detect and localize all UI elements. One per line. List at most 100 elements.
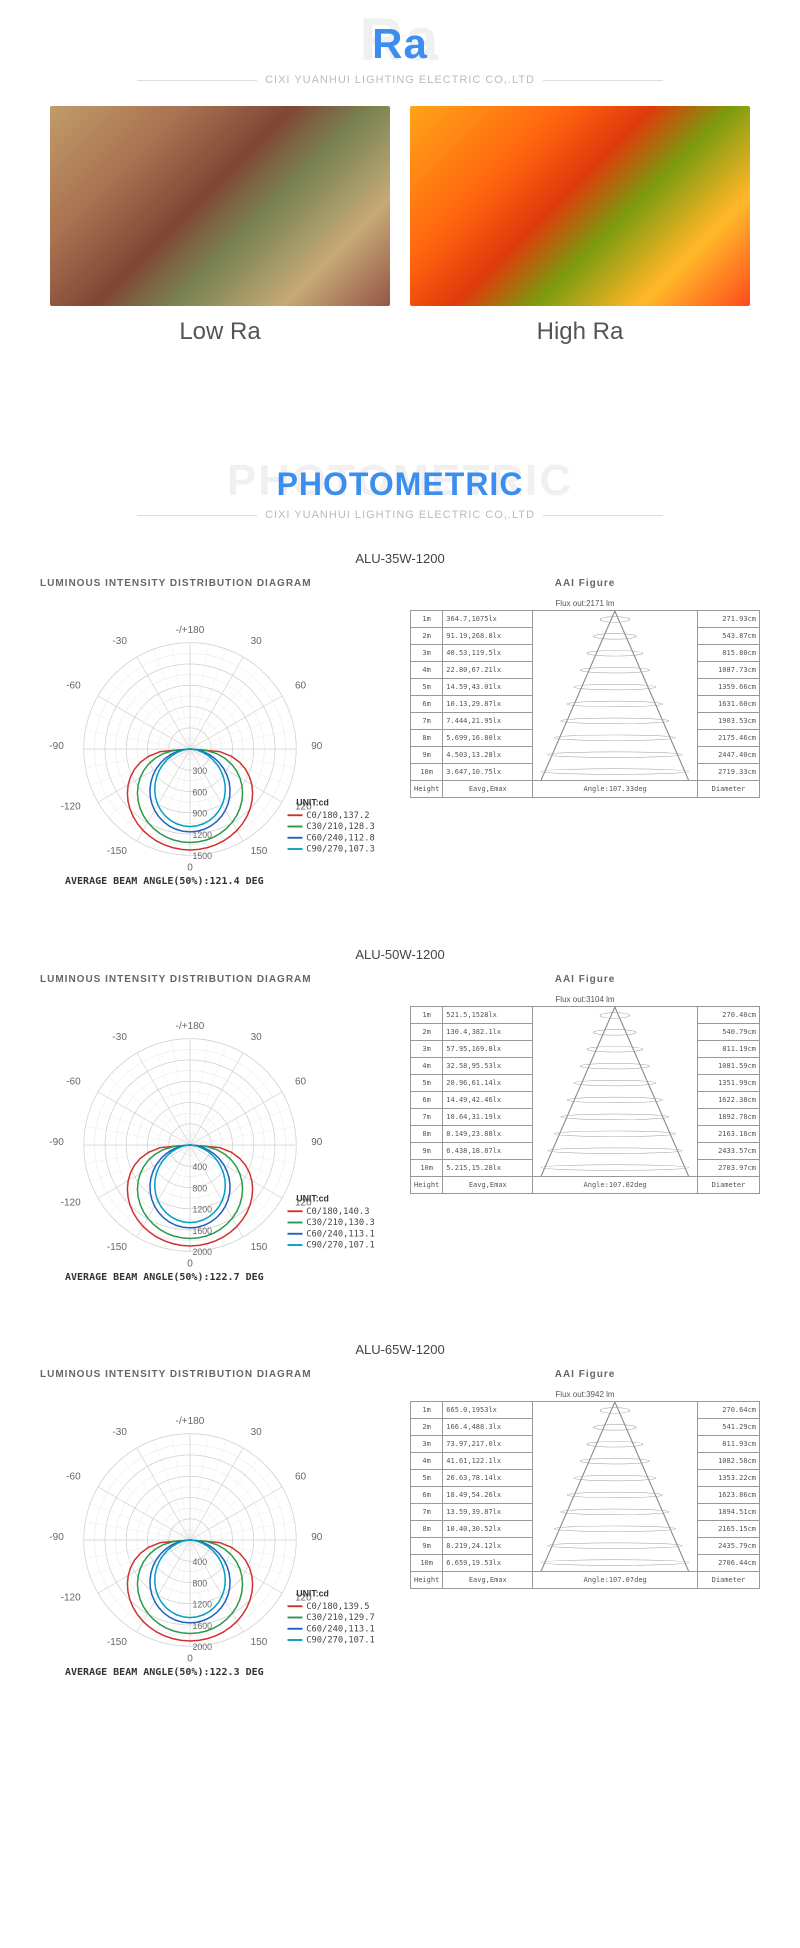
diameter-cell: 2433.57cm <box>698 1142 760 1159</box>
svg-text:C60/240,113.1: C60/240,113.1 <box>306 1229 374 1239</box>
svg-text:1600: 1600 <box>193 1621 213 1631</box>
cone-diagram <box>533 611 698 781</box>
foot-diameter: Diameter <box>698 1572 760 1589</box>
diameter-cell: 815.80cm <box>698 645 760 662</box>
diameter-cell: 540.79cm <box>698 1023 760 1040</box>
diameter-cell: 543.87cm <box>698 628 760 645</box>
high-ra-label: High Ra <box>410 318 750 346</box>
svg-text:900: 900 <box>193 809 208 819</box>
foot-angle: Angle:107.07deg <box>533 1572 698 1589</box>
svg-text:AVERAGE BEAM ANGLE(50%):122.3: AVERAGE BEAM ANGLE(50%):122.3 DEG <box>65 1667 264 1678</box>
lux-cell: 8.149,23.88lx <box>443 1125 533 1142</box>
svg-text:C0/180,139.5: C0/180,139.5 <box>306 1602 369 1612</box>
model-section: ALU-50W-1200 LUMINOUS INTENSITY DISTRIBU… <box>0 927 800 1323</box>
height-cell: 7m <box>411 1504 443 1521</box>
diameter-cell: 2719.33cm <box>698 764 760 781</box>
aai-chart-col: AAI Figure Flux out:3942 lm 1m 665.0,195… <box>410 1369 760 1708</box>
height-cell: 10m <box>411 1555 443 1572</box>
low-ra-image <box>50 106 390 306</box>
diameter-cell: 270.40cm <box>698 1006 760 1023</box>
lux-cell: 40.53,119.5lx <box>443 645 533 662</box>
diameter-cell: 1631.60cm <box>698 696 760 713</box>
svg-text:C30/210,129.7: C30/210,129.7 <box>306 1613 374 1623</box>
svg-text:-/+180: -/+180 <box>176 1416 205 1427</box>
svg-text:-150: -150 <box>107 1637 127 1648</box>
aai-table: 1m 521.5,1528lx270.40cm 2m 130.4,382.1lx… <box>410 1006 760 1194</box>
height-cell: 9m <box>411 1538 443 1555</box>
svg-text:-/+180: -/+180 <box>176 1020 205 1031</box>
table-row: 1m 665.0,1953lx270.64cm <box>411 1402 760 1419</box>
height-cell: 7m <box>411 1108 443 1125</box>
svg-text:0: 0 <box>187 1258 193 1269</box>
lux-cell: 521.5,1528lx <box>443 1006 533 1023</box>
height-cell: 4m <box>411 1057 443 1074</box>
svg-text:-90: -90 <box>49 1532 64 1543</box>
lux-cell: 41.61,122.1lx <box>443 1453 533 1470</box>
lux-cell: 20.96,61.14lx <box>443 1074 533 1091</box>
svg-text:60: 60 <box>295 1076 307 1087</box>
lux-cell: 6.438,18.87lx <box>443 1142 533 1159</box>
svg-text:C90/270,107.3: C90/270,107.3 <box>306 845 374 855</box>
lux-cell: 91.19,268.8lx <box>443 628 533 645</box>
height-cell: 6m <box>411 1487 443 1504</box>
svg-text:UNIT:cd: UNIT:cd <box>296 1588 329 1598</box>
diameter-cell: 2706.44cm <box>698 1555 760 1572</box>
diameter-cell: 270.64cm <box>698 1402 760 1419</box>
height-cell: 5m <box>411 1470 443 1487</box>
flux-label: Flux out:3942 lm <box>410 1390 760 1399</box>
lux-cell: 13.59,39.87lx <box>443 1504 533 1521</box>
svg-text:90: 90 <box>311 741 323 752</box>
svg-text:90: 90 <box>311 1137 323 1148</box>
company-name: CIXI YUANHUI LIGHTING ELECTRIC CO,.LTD <box>257 509 543 521</box>
svg-text:C90/270,107.1: C90/270,107.1 <box>306 1636 374 1646</box>
svg-text:90: 90 <box>311 1532 323 1543</box>
lux-cell: 7.444,21.95lx <box>443 713 533 730</box>
polar-chart-col: LUMINOUS INTENSITY DISTRIBUTION DIAGRAM … <box>40 974 390 1313</box>
lux-cell: 14.59,43.01lx <box>443 679 533 696</box>
height-cell: 8m <box>411 730 443 747</box>
svg-text:-150: -150 <box>107 846 127 857</box>
diameter-cell: 1622.38cm <box>698 1091 760 1108</box>
diameter-cell: 2435.79cm <box>698 1538 760 1555</box>
svg-text:-30: -30 <box>112 1031 127 1042</box>
diameter-cell: 1894.51cm <box>698 1504 760 1521</box>
height-cell: 10m <box>411 1159 443 1176</box>
svg-text:UNIT:cd: UNIT:cd <box>296 797 329 807</box>
svg-text:AVERAGE BEAM ANGLE(50%):121.4: AVERAGE BEAM ANGLE(50%):121.4 DEG <box>65 876 264 887</box>
lux-cell: 8.219,24.12lx <box>443 1538 533 1555</box>
svg-text:AVERAGE BEAM ANGLE(50%):122.7: AVERAGE BEAM ANGLE(50%):122.7 DEG <box>65 1272 264 1283</box>
charts-row: LUMINOUS INTENSITY DISTRIBUTION DIAGRAM … <box>40 578 760 917</box>
height-cell: 8m <box>411 1521 443 1538</box>
photo-main-title: PHOTOMETRIC <box>0 466 800 503</box>
diameter-cell: 1623.86cm <box>698 1487 760 1504</box>
aai-title: AAI Figure <box>410 578 760 589</box>
polar-chart: 150-150120-12090-9060-6030-30-/+18003006… <box>40 599 390 917</box>
diameter-cell: 1359.66cm <box>698 679 760 696</box>
svg-text:-/+180: -/+180 <box>176 625 205 636</box>
diameter-cell: 1892.78cm <box>698 1108 760 1125</box>
ra-comparison: Low Ra High Ra <box>0 96 800 366</box>
height-cell: 10m <box>411 764 443 781</box>
svg-text:60: 60 <box>295 1471 307 1482</box>
height-cell: 1m <box>411 1006 443 1023</box>
lux-cell: 665.0,1953lx <box>443 1402 533 1419</box>
lux-cell: 5.215,15.28lx <box>443 1159 533 1176</box>
foot-angle: Angle:107.33deg <box>533 781 698 798</box>
high-ra-col: High Ra <box>410 106 750 346</box>
polar-chart-col: LUMINOUS INTENSITY DISTRIBUTION DIAGRAM … <box>40 1369 390 1708</box>
lux-cell: 10.13,29.87lx <box>443 696 533 713</box>
flux-label: Flux out:2171 lm <box>410 599 760 608</box>
svg-text:-120: -120 <box>61 802 81 813</box>
svg-text:150: 150 <box>251 846 268 857</box>
svg-text:1600: 1600 <box>193 1225 213 1235</box>
svg-text:150: 150 <box>251 1637 268 1648</box>
diameter-cell: 811.19cm <box>698 1040 760 1057</box>
diameter-cell: 2447.40cm <box>698 747 760 764</box>
lux-cell: 364.7,1075lx <box>443 611 533 628</box>
svg-text:400: 400 <box>193 1162 208 1172</box>
svg-text:300: 300 <box>193 766 208 776</box>
svg-text:30: 30 <box>251 1031 263 1042</box>
height-cell: 9m <box>411 747 443 764</box>
model-section: ALU-65W-1200 LUMINOUS INTENSITY DISTRIBU… <box>0 1322 800 1718</box>
lux-cell: 6.659,19.53lx <box>443 1555 533 1572</box>
